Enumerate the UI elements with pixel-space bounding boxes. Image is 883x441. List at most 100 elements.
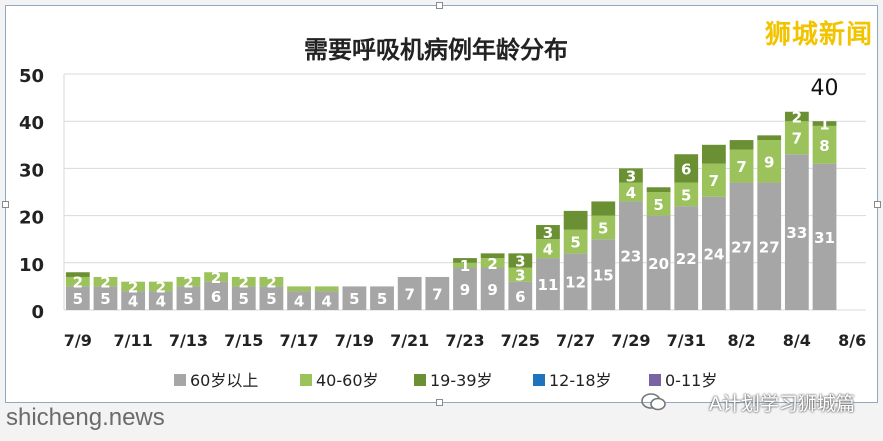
x-tick-label: 7/23 <box>445 331 484 350</box>
legend-label: 60岁以上 <box>190 371 258 390</box>
bar-segment <box>729 182 754 310</box>
data-label: 5 <box>349 290 359 308</box>
legend-swatch <box>414 374 426 386</box>
bar-segment <box>508 281 533 310</box>
legend-swatch <box>533 374 545 386</box>
data-label: 5 <box>570 234 580 252</box>
bar-segment <box>121 281 146 292</box>
bar-segment <box>453 267 477 310</box>
data-label: 4 <box>294 293 304 311</box>
data-label: 5 <box>653 196 663 214</box>
bar-segment <box>508 267 533 282</box>
bar-segment <box>619 182 643 202</box>
legend-swatch <box>649 374 661 386</box>
bar-segment <box>674 206 699 310</box>
data-label: 2 <box>266 274 276 292</box>
bar-segment <box>65 276 90 287</box>
bar-segment <box>231 286 256 310</box>
data-label: 9 <box>487 281 497 299</box>
bar-segment <box>702 163 726 197</box>
bar-segment <box>646 215 671 310</box>
data-label: 9 <box>764 153 774 171</box>
legend-swatch <box>174 374 186 386</box>
data-label: 4 <box>626 184 636 202</box>
bar-segment <box>231 276 256 287</box>
data-label: 3 <box>543 224 553 242</box>
x-tick-label: 7/25 <box>501 331 540 350</box>
y-tick-label: 10 <box>19 255 44 276</box>
bar-segment <box>591 215 616 240</box>
watermark-bottom-right: A计划学习狮城篇 <box>709 393 855 415</box>
bar-segment <box>148 281 173 292</box>
bar-segment <box>646 187 671 192</box>
data-label: 6 <box>681 160 691 178</box>
data-label: 8 <box>819 137 829 155</box>
x-tick-label: 7/19 <box>335 331 374 350</box>
bar-segment <box>453 262 477 268</box>
data-label: 5 <box>73 290 83 308</box>
data-label: 3 <box>626 167 636 185</box>
data-label: 27 <box>759 238 780 256</box>
resize-handle-bottom[interactable] <box>436 399 443 406</box>
bar-segment <box>453 258 477 263</box>
bar-segment <box>812 163 837 310</box>
data-label: 6 <box>515 288 525 306</box>
x-tick-label: 7/31 <box>667 331 706 350</box>
legend-label: 12-18岁 <box>549 371 612 390</box>
bar-segment <box>204 272 228 282</box>
bar-segment <box>314 286 339 292</box>
resize-handle-top[interactable] <box>436 2 443 9</box>
bar-segment <box>563 210 588 230</box>
data-label: 5 <box>239 290 249 308</box>
y-tick-label: 20 <box>19 208 44 229</box>
data-label: 24 <box>703 245 724 263</box>
data-label: 20 <box>648 255 669 273</box>
bar-segment <box>397 276 422 310</box>
data-label: 2 <box>183 274 193 292</box>
bar-segment <box>702 196 726 310</box>
bar-segment <box>729 140 754 150</box>
data-label: 2 <box>487 255 497 273</box>
data-label: 4 <box>322 293 332 311</box>
bar-segment <box>480 253 505 259</box>
legend-label: 19-39岁 <box>430 371 493 390</box>
bar-segment <box>370 286 394 310</box>
bar-segment <box>812 125 837 164</box>
data-label: 27 <box>731 238 752 256</box>
y-tick-label: 50 <box>19 66 44 87</box>
x-tick-label: 7/21 <box>390 331 429 350</box>
bar-segment <box>619 168 643 183</box>
data-label: 2 <box>211 269 221 287</box>
data-label: 12 <box>565 274 586 292</box>
bar-segment <box>148 291 173 310</box>
legend-label: 0-11岁 <box>665 371 717 390</box>
data-label: 11 <box>538 276 559 294</box>
bar-segment <box>702 144 726 164</box>
x-tick-label: 7/15 <box>224 331 263 350</box>
bar-segment <box>591 201 616 216</box>
x-tick-label: 7/9 <box>64 331 92 350</box>
resize-handle-left[interactable] <box>2 201 9 208</box>
y-tick-label: 30 <box>19 160 44 181</box>
data-label: 22 <box>676 250 697 268</box>
bar-segment <box>674 182 699 207</box>
data-label: 2 <box>73 274 83 292</box>
data-label: 2 <box>239 274 249 292</box>
data-label: 5 <box>266 290 276 308</box>
data-label: 4 <box>543 241 553 259</box>
bar-segment <box>508 253 533 268</box>
bar-segment <box>812 121 837 126</box>
data-label: 5 <box>100 290 110 308</box>
data-label: 23 <box>620 248 641 266</box>
bar-segment <box>591 239 616 310</box>
resize-handle-right[interactable] <box>874 201 881 208</box>
data-label: 7 <box>792 130 802 148</box>
data-label: 5 <box>681 186 691 204</box>
bar-segment <box>674 154 699 183</box>
bar-segment <box>342 286 367 310</box>
data-label: 4 <box>128 293 138 311</box>
bar-segment <box>757 135 782 141</box>
x-tick-label: 8/2 <box>727 331 755 350</box>
